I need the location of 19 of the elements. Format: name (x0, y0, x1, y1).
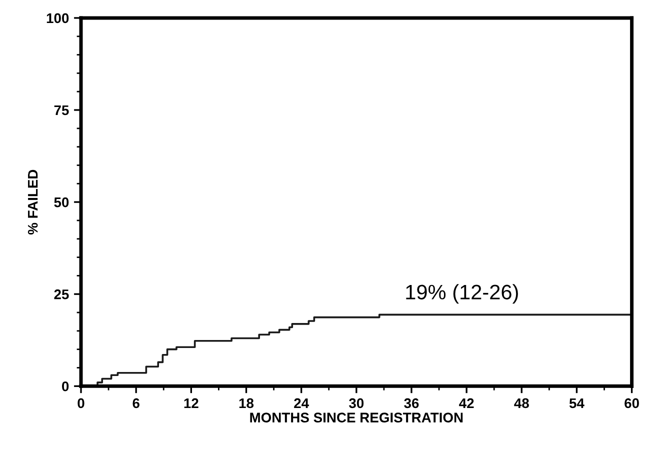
x-tick-label: 42 (459, 398, 474, 408)
x-tick-label: 54 (569, 398, 584, 408)
x-tick-label: 30 (348, 398, 364, 408)
y-tick-label: 50 (54, 197, 69, 208)
x-tick-label: 18 (239, 398, 254, 408)
x-tick-label: 60 (624, 398, 639, 408)
y-tick-label: 25 (54, 289, 69, 300)
x-axis-title: MONTHS SINCE REGISTRATION (250, 412, 463, 422)
x-tick-label: 48 (514, 398, 529, 408)
x-tick-label: 12 (184, 398, 198, 408)
x-tick-label: 36 (404, 398, 419, 408)
x-tick-label: 0 (78, 398, 84, 408)
annotation: 19% (12-26) (406, 284, 518, 304)
y-axis-title: % FAILED (28, 170, 38, 234)
y-tick-label: 0 (62, 381, 69, 392)
y-tick-label: 100 (46, 13, 69, 24)
y-tick-label: 75 (54, 105, 69, 116)
x-tick-label: 6 (132, 398, 140, 408)
x-tick-label: 24 (294, 398, 309, 408)
